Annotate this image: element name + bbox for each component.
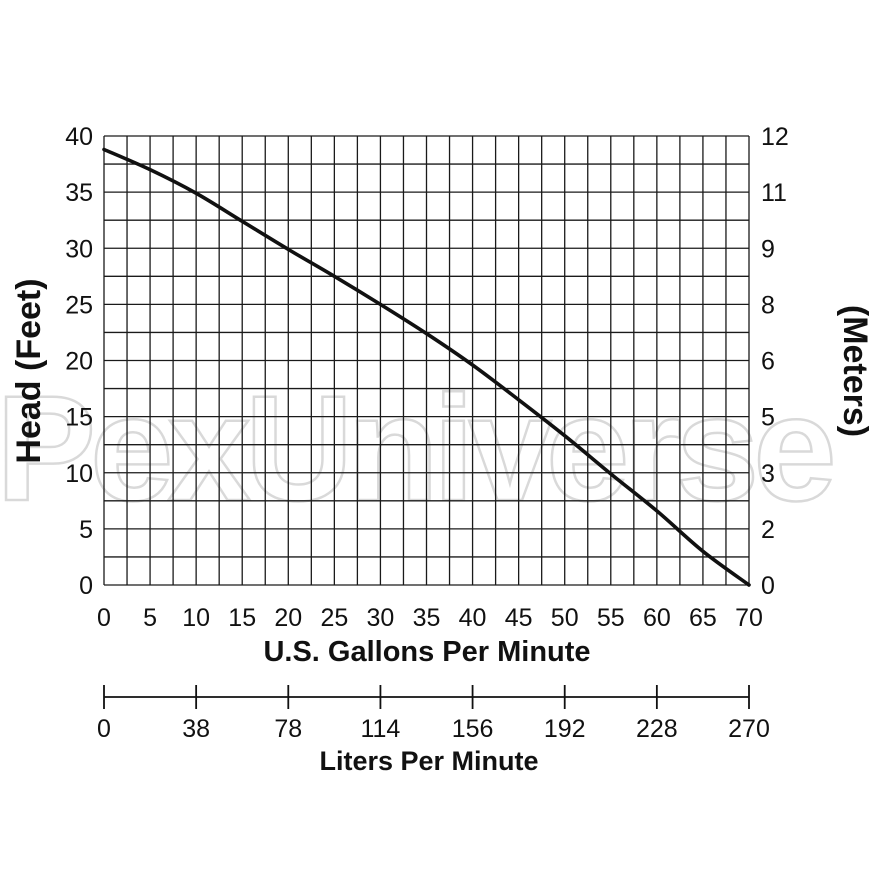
y2-tick-label: 8	[761, 291, 775, 319]
y2-axis-title: (Meters)	[836, 305, 874, 437]
x-tick-label: 15	[228, 604, 256, 632]
y2-tick-label: 3	[761, 460, 775, 488]
y2-tick-label: 11	[761, 179, 787, 207]
x-tick-labels: 0 5 10 15 20 25 30 35 40 45 50 55 60 65 70	[97, 604, 763, 632]
x-tick-label: 40	[459, 604, 487, 632]
y-tick-label: 25	[65, 291, 93, 319]
y2-tick-label: 5	[761, 404, 775, 432]
x2-tick-label: 192	[544, 715, 586, 743]
x-tick-label: 65	[689, 604, 717, 632]
y-tick-label: 0	[79, 572, 93, 600]
x-tick-label: 50	[551, 604, 579, 632]
x-tick-label: 5	[143, 604, 157, 632]
y2-tick-labels: 0 2 3 5 6 8 9 11 12	[761, 123, 789, 600]
x-tick-label: 30	[367, 604, 395, 632]
x2-tick-label: 38	[182, 715, 210, 743]
curve-layer	[102, 147, 751, 587]
y2-tick-label: 9	[761, 235, 775, 263]
x-tick-label: 45	[505, 604, 533, 632]
x-tick-label: 55	[597, 604, 625, 632]
x2-tick-label: 114	[360, 715, 400, 743]
x-tick-label: 60	[643, 604, 671, 632]
y-tick-label: 10	[65, 460, 93, 488]
x2-tick-label: 0	[97, 715, 111, 743]
y-tick-label: 35	[65, 179, 93, 207]
x2-tick-label: 156	[452, 715, 494, 743]
watermark: PexUniverse	[0, 364, 832, 532]
grid	[103, 135, 750, 586]
x-tick-label: 0	[97, 604, 111, 632]
y-tick-label: 20	[65, 348, 93, 376]
y-tick-label: 5	[79, 516, 93, 544]
x2-tick-label: 228	[636, 715, 678, 743]
x-tick-label: 25	[320, 604, 348, 632]
x-tick-label: 70	[735, 604, 763, 632]
y-tick-labels: 0 5 10 15 20 25 30 35 40	[65, 123, 93, 600]
liters-axis: 0 38 78 114 156 192 228 270	[97, 685, 770, 743]
x2-tick-label: 270	[728, 715, 770, 743]
x-tick-label: 20	[274, 604, 302, 632]
y-tick-label: 40	[65, 123, 93, 151]
x-tick-label: 10	[182, 604, 210, 632]
x2-axis-title: Liters Per Minute	[319, 746, 538, 776]
y2-tick-label: 2	[761, 516, 775, 544]
y-tick-label: 15	[65, 404, 93, 432]
y-tick-label: 30	[65, 235, 93, 263]
x-axis-title: U.S. Gallons Per Minute	[263, 636, 590, 668]
y2-tick-label: 6	[761, 348, 775, 376]
y2-tick-label: 0	[761, 572, 775, 600]
x-tick-label: 35	[413, 604, 441, 632]
x2-tick-label: 78	[274, 715, 302, 743]
y-axis-title: Head (Feet)	[10, 278, 48, 463]
pump-curve-line	[102, 147, 751, 587]
y2-tick-label: 12	[761, 123, 789, 151]
